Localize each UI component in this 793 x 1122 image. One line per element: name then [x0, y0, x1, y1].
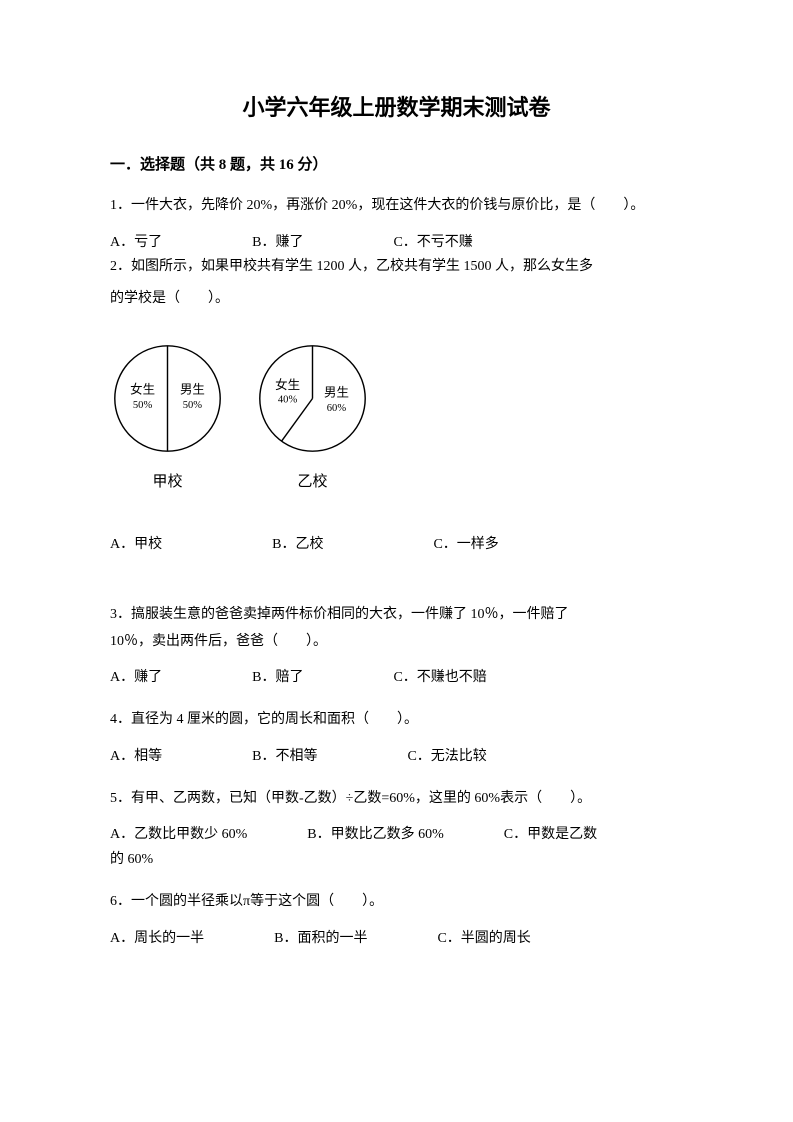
question-4: 4．直径为 4 厘米的圆，它的周长和面积（ ）。: [110, 709, 683, 731]
q6-options: A．周长的一半 B．面积的一半 C．半圆的周长: [110, 928, 683, 950]
question-1: 1．一件大衣，先降价 20%，再涨价 20%，现在这件大衣的价钱与原价比，是（ …: [110, 195, 683, 217]
q4-opt-a: A．相等: [110, 746, 162, 768]
pie-charts: 女生 50% 男生 50% 甲校 女生 40% 男生 60% 乙校: [110, 341, 683, 494]
q2-opt-b: B．乙校: [272, 534, 323, 556]
pie-right-label: 男生: [180, 382, 205, 396]
page-title: 小学六年级上册数学期末测试卷: [110, 90, 683, 125]
pie2-left-pct: 40%: [278, 394, 298, 405]
q1-options: A．亏了 B．赚了 C．不亏不赚: [110, 232, 683, 254]
q5-opt-c-cont: 的 60%: [110, 849, 683, 871]
pie-left-pct: 50%: [133, 400, 153, 411]
q3-opt-b: B．赔了: [252, 667, 303, 689]
question-6: 6．一个圆的半径乘以π等于这个圆（ ）。: [110, 891, 683, 913]
q3-line2: 10％，卖出两件后，爸爸（ ）。: [110, 631, 683, 653]
pie-left-label: 女生: [130, 381, 155, 396]
question-3: 3．搞服装生意的爸爸卖掉两件标价相同的大衣，一件赚了 10％，一件赔了 10％，…: [110, 604, 683, 653]
q2-opt-c: C．一样多: [433, 534, 498, 556]
q1-opt-b: B．赚了: [252, 232, 303, 254]
q6-text: 6．一个圆的半径乘以π等于这个圆（ ）。: [110, 891, 683, 913]
q3-opt-a: A．赚了: [110, 667, 162, 689]
q3-line1: 3．搞服装生意的爸爸卖掉两件标价相同的大衣，一件赚了 10％，一件赔了: [110, 604, 683, 626]
q5-options: A．乙数比甲数少 60% B．甲数比乙数多 60% C．甲数是乙数: [110, 824, 683, 846]
pie2-right-pct: 60%: [327, 403, 347, 414]
question-5: 5．有甲、乙两数，已知（甲数-乙数）÷乙数=60%，这里的 60%表示（ ）。: [110, 788, 683, 810]
q5-opt-c: C．甲数是乙数: [504, 824, 597, 846]
q5-text: 5．有甲、乙两数，已知（甲数-乙数）÷乙数=60%，这里的 60%表示（ ）。: [110, 788, 683, 810]
q6-opt-c: C．半圆的周长: [437, 928, 530, 950]
pie2-right-label: 男生: [324, 385, 349, 399]
question-2: 2．如图所示，如果甲校共有学生 1200 人，乙校共有学生 1500 人，那么女…: [110, 256, 683, 311]
pie-svg-jia: 女生 50% 男生 50%: [110, 341, 225, 456]
q4-opt-c: C．无法比较: [407, 746, 486, 768]
q3-opt-c: C．不赚也不赔: [393, 667, 486, 689]
q5-opt-b: B．甲数比乙数多 60%: [307, 824, 444, 846]
pie-label-jia: 甲校: [152, 470, 182, 494]
pie2-left-label: 女生: [275, 377, 300, 392]
q5-opt-a: A．乙数比甲数少 60%: [110, 824, 247, 846]
q4-options: A．相等 B．不相等 C．无法比较: [110, 746, 683, 768]
q2-options: A．甲校 B．乙校 C．一样多: [110, 534, 683, 556]
pie-chart-yi: 女生 40% 男生 60% 乙校: [255, 341, 370, 494]
pie-right-pct: 50%: [183, 400, 203, 411]
q6-opt-a: A．周长的一半: [110, 928, 204, 950]
q4-opt-b: B．不相等: [252, 746, 317, 768]
section-header: 一．选择题（共 8 题，共 16 分）: [110, 153, 683, 177]
q1-text: 1．一件大衣，先降价 20%，再涨价 20%，现在这件大衣的价钱与原价比，是（ …: [110, 195, 683, 217]
pie-svg-yi: 女生 40% 男生 60%: [255, 341, 370, 456]
pie-label-yi: 乙校: [297, 470, 327, 494]
q1-opt-c: C．不亏不赚: [393, 232, 472, 254]
pie-chart-jia: 女生 50% 男生 50% 甲校: [110, 341, 225, 494]
q2-text2: 的学校是（ ）。: [110, 288, 683, 310]
q4-text: 4．直径为 4 厘米的圆，它的周长和面积（ ）。: [110, 709, 683, 731]
q6-opt-b: B．面积的一半: [274, 928, 367, 950]
q2-text1: 2．如图所示，如果甲校共有学生 1200 人，乙校共有学生 1500 人，那么女…: [110, 256, 683, 278]
q1-opt-a: A．亏了: [110, 232, 162, 254]
q3-options: A．赚了 B．赔了 C．不赚也不赔: [110, 667, 683, 689]
q2-opt-a: A．甲校: [110, 534, 162, 556]
